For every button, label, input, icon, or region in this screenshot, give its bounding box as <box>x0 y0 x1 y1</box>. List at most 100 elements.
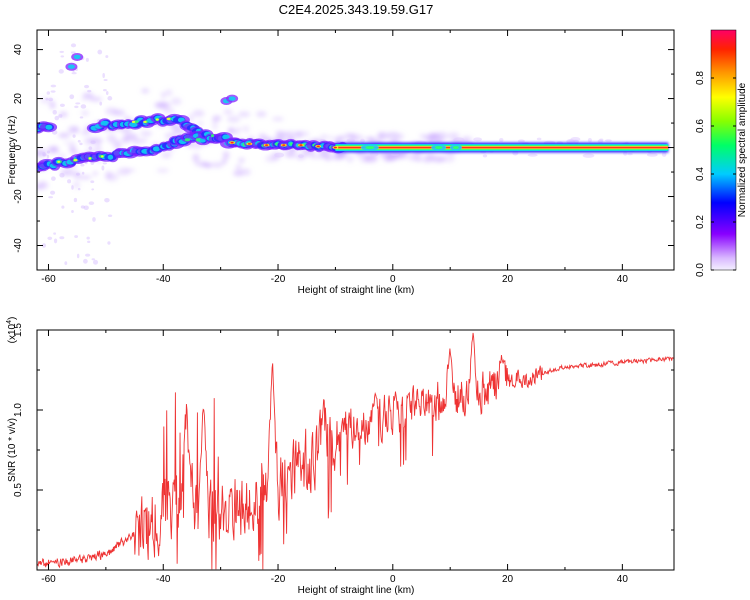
spectrogram-xtick-label: -40 <box>156 274 171 285</box>
spectrogram-noise-blob <box>382 152 392 162</box>
spectrogram-noise-dot <box>646 152 658 157</box>
spectrogram-noise-dot <box>453 137 465 143</box>
spectrogram-band-red <box>335 146 669 149</box>
spectrogram-noise-blob <box>415 152 420 156</box>
spectrogram-noise-dot <box>369 152 379 157</box>
figure-title: C2E4.2025.343.19.59.G17 <box>279 2 434 17</box>
colorbar-label: Normalized spectral amplitude <box>737 82 748 217</box>
spectrogram-blob <box>88 157 92 160</box>
spectrogram-noise-dot <box>87 240 91 244</box>
spectrogram-noise-blob <box>124 133 138 141</box>
spectrogram-noise-dot <box>45 97 49 101</box>
spectrogram-noise-dot <box>103 88 107 92</box>
spectrogram-noise-blob <box>212 118 218 127</box>
spectrogram-noise-dot <box>84 84 90 89</box>
spectrogram-xtick-label: -60 <box>41 274 56 285</box>
spectrogram-noise-dot <box>107 96 113 101</box>
spectrogram-noise-blob <box>192 153 200 163</box>
spectrogram-noise-blob <box>233 170 243 177</box>
spectrogram-noise-dot <box>93 259 99 265</box>
spectrogram-noise-dot <box>104 197 110 203</box>
spectrogram-noise-blob <box>68 144 76 153</box>
spectrogram-noise-blob <box>124 168 137 172</box>
snr-ytick-label: 1.5 <box>13 323 24 337</box>
spectrogram-noise-dot <box>79 116 84 119</box>
spectrogram-blob <box>100 120 110 126</box>
spectrogram-noise-dot <box>473 137 483 142</box>
spectrogram-noise-dot <box>60 55 65 58</box>
spectrogram-blob <box>152 146 160 152</box>
spectrogram-noise-blob <box>194 160 209 167</box>
spectrogram-blob <box>184 138 191 142</box>
spectrogram-noise-dot <box>661 152 667 157</box>
spectrogram-noise-blob <box>223 109 233 115</box>
spectrogram-band-wobble-core <box>452 145 459 150</box>
spectrogram-noise-blob <box>73 180 80 190</box>
spectrogram-blob <box>222 134 230 140</box>
spectrogram-noise-blob <box>319 135 329 139</box>
spectrogram-noise-blob <box>67 125 80 134</box>
spectrogram-content <box>37 43 669 266</box>
spectrogram-noise-dot <box>604 139 612 142</box>
spectrogram-noise-dot <box>71 72 77 75</box>
spectrogram-ytick-label: 20 <box>13 93 24 105</box>
spectrogram-noise-dot <box>51 176 56 181</box>
spectrogram-noise-blob <box>211 162 223 168</box>
colorbar-tick-label: 0.6 <box>695 119 706 133</box>
spectrogram-noise-dot <box>627 152 633 156</box>
spectrogram-noise-dot <box>59 103 65 107</box>
spectrogram-noise-blob <box>154 101 168 109</box>
spectrogram-noise-blob <box>211 125 219 130</box>
spectrogram-noise-blob <box>141 88 150 94</box>
colorbar-tick-label: 0.2 <box>695 215 706 229</box>
spectrogram-noise-blob <box>221 158 227 165</box>
spectrogram-noise-blob <box>53 145 58 152</box>
spectrogram-blob <box>155 118 159 121</box>
spectrogram-noise-blob <box>238 111 251 117</box>
spectrogram-noise-dot <box>41 243 47 248</box>
snr-ytick-label: 0.5 <box>13 483 24 497</box>
spectrogram-core-red <box>247 143 251 145</box>
spectrogram-noise-blob <box>358 154 371 163</box>
spectrogram-noise-dot <box>74 105 79 109</box>
spectrogram-noise-dot <box>59 172 65 178</box>
spectrogram-noise-dot <box>103 78 108 82</box>
spectrogram-noise-dot <box>80 163 85 167</box>
spectrogram-xtick-label: -20 <box>271 274 286 285</box>
spectrogram-noise-dot <box>53 238 58 244</box>
snr-xtick-label: -20 <box>271 574 286 585</box>
spectrogram-noise-blob <box>106 172 119 182</box>
snr-series-line <box>37 332 674 570</box>
spectrogram-noise-dot <box>587 137 592 143</box>
spectrogram-ytick-label: -40 <box>13 238 24 253</box>
spectrogram-ytick-label: 0 <box>13 144 24 150</box>
spectrogram-blob <box>57 160 61 163</box>
colorbar: 0.0 0.2 0.4 0.6 0.8 Normalized spectral ampl… <box>695 29 748 277</box>
spectrogram-noise-dot <box>482 154 488 158</box>
spectrogram-blob <box>210 134 215 138</box>
spectrogram-noise-blob <box>81 110 89 116</box>
snr-xtick-label: -40 <box>156 574 171 585</box>
spectrogram-noise-dot <box>360 138 365 144</box>
spectrogram-noise-dot <box>58 114 63 118</box>
spectrogram-noise-dot <box>74 235 79 238</box>
spectrogram-noise-dot <box>517 139 525 143</box>
spectrogram-noise-dot <box>71 210 74 214</box>
spectrogram-noise-blob <box>77 175 92 180</box>
spectrogram-xtick-label: 40 <box>617 274 629 285</box>
spectrogram-noise-dot <box>99 101 103 106</box>
snr-xtick-label: -60 <box>41 574 56 585</box>
spectrogram-xtick-label: 20 <box>502 274 514 285</box>
spectrogram-blob <box>100 155 104 158</box>
spectrogram-noise-blob <box>58 132 70 138</box>
spectrogram-noise-blob <box>379 131 384 140</box>
spectrogram-noise-dot <box>50 190 56 195</box>
spectrogram-noise-blob <box>286 152 297 158</box>
spectrogram-core-red <box>264 144 269 146</box>
spectrogram-noise-blob <box>112 109 126 116</box>
spectrogram-noise-dot <box>597 139 604 144</box>
spectrogram-noise-blob <box>324 152 332 162</box>
spectrogram-noise-dot <box>77 139 81 143</box>
spectrogram-noise-dot <box>91 258 96 261</box>
spectrogram-noise-dot <box>59 50 65 53</box>
